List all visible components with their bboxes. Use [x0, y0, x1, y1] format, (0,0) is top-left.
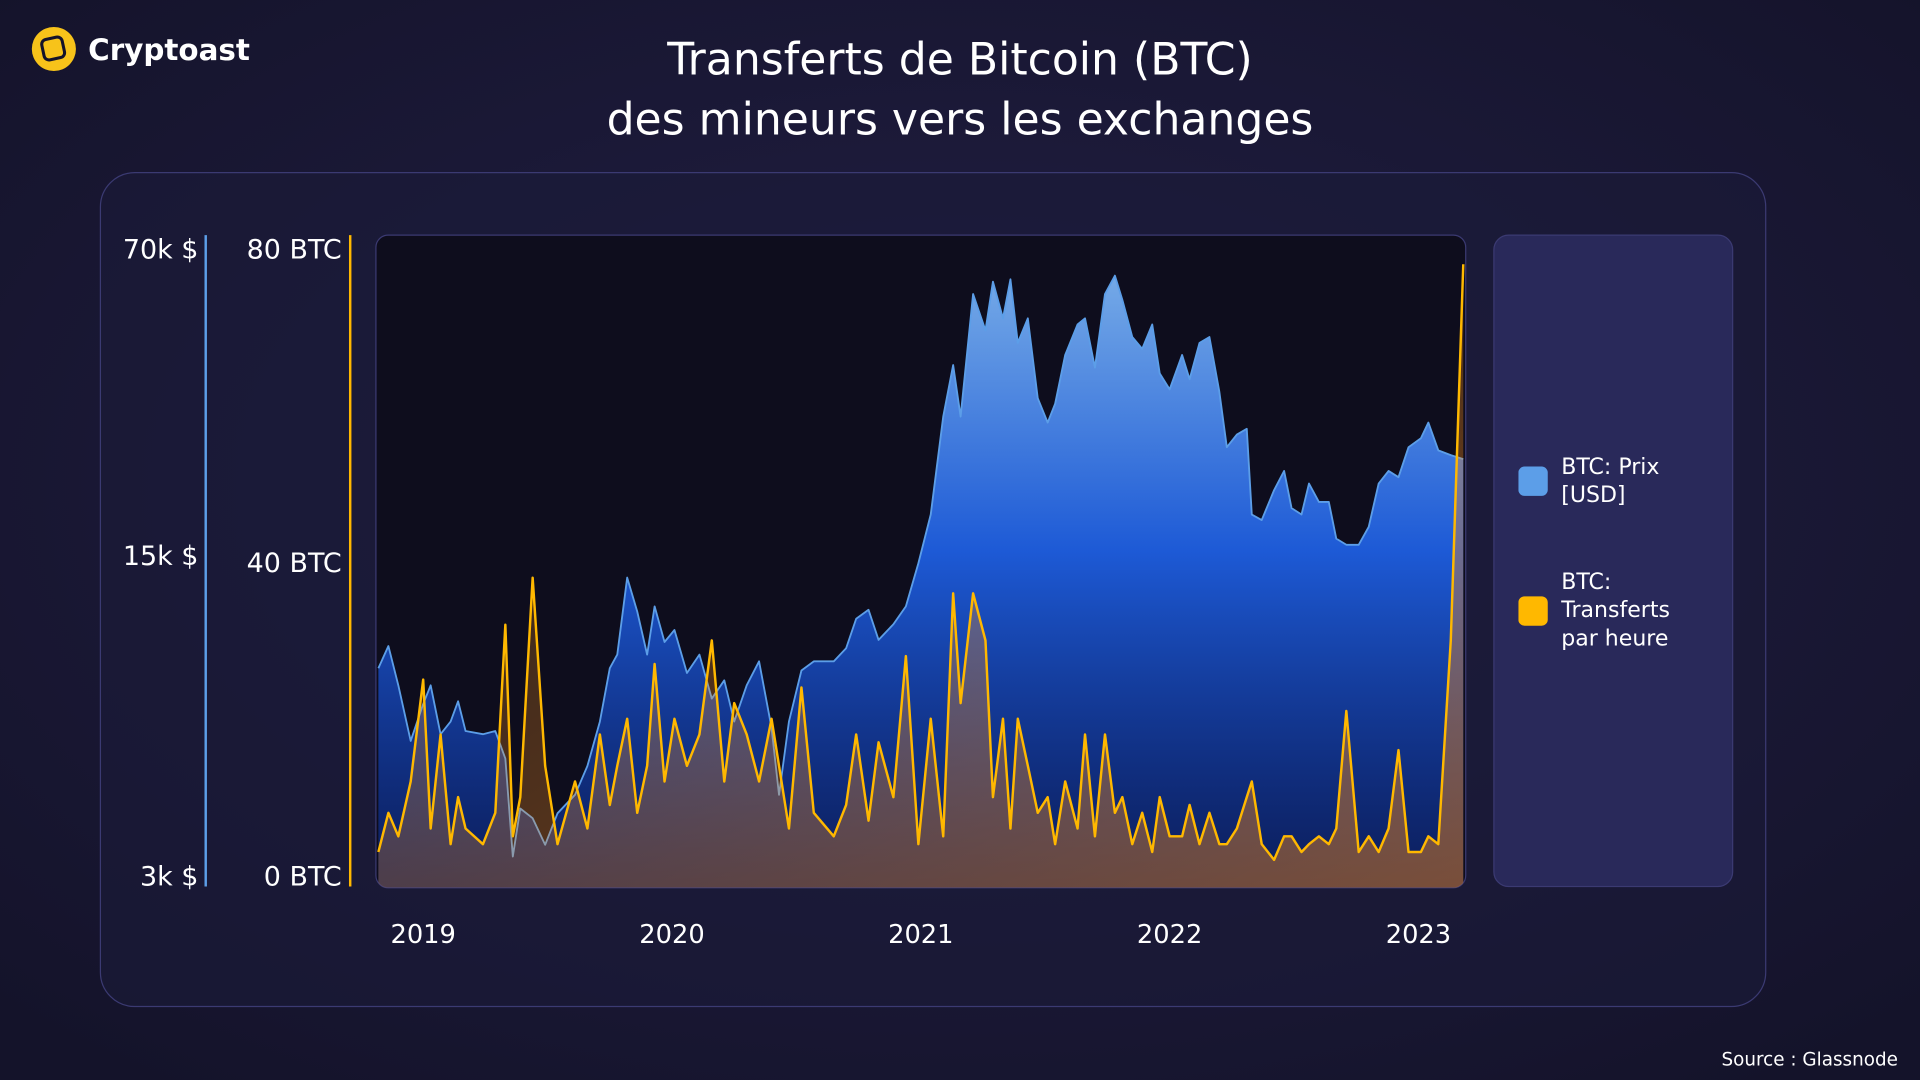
- source: Source : Glassnode: [1722, 1049, 1898, 1070]
- y2-tick-label: 80 BTC: [247, 234, 342, 265]
- price-line: [377, 274, 1464, 858]
- y-tick-label: 15k $: [123, 541, 199, 572]
- legend: BTC: Prix [USD] BTC: Transferts par heure: [1518, 453, 1726, 653]
- legend-label: BTC: Prix [USD]: [1561, 454, 1660, 509]
- y-tick-label: 70k $: [123, 234, 199, 265]
- legend-swatch: [1518, 595, 1548, 626]
- y2-tick-label: 40 BTC: [247, 548, 342, 579]
- x-tick-label: 2020: [639, 920, 704, 950]
- logo-icon: [31, 26, 76, 72]
- y-tick-label: 3k $: [140, 861, 198, 892]
- transfers-area: [378, 264, 1464, 888]
- x-tick-label: 2021: [888, 920, 953, 950]
- legend-list: BTC: Prix [USD] BTC: Transferts par heure: [1518, 453, 1726, 653]
- legend-swatch: [1518, 466, 1548, 496]
- x-tick-label: 2019: [390, 920, 455, 950]
- legend-panel: [1493, 234, 1734, 888]
- x-tick-label: 2022: [1137, 920, 1202, 950]
- brand: Cryptoast: [88, 33, 250, 67]
- legend-label: BTC: Transferts par heure: [1561, 569, 1670, 652]
- legend-item: BTC: Transferts par heure: [1518, 568, 1726, 652]
- y2-tick-label: 0 BTC: [264, 861, 342, 892]
- chart-title: des mineurs vers les exchanges: [607, 95, 1314, 146]
- transfers-line: [377, 264, 1465, 862]
- chart-title: Transferts de Bitcoin (BTC): [666, 35, 1253, 86]
- x-tick-label: 2023: [1386, 920, 1451, 950]
- logo-mark: [40, 35, 67, 62]
- plot-layer: [377, 264, 1465, 888]
- legend-item: BTC: Prix [USD]: [1518, 453, 1726, 509]
